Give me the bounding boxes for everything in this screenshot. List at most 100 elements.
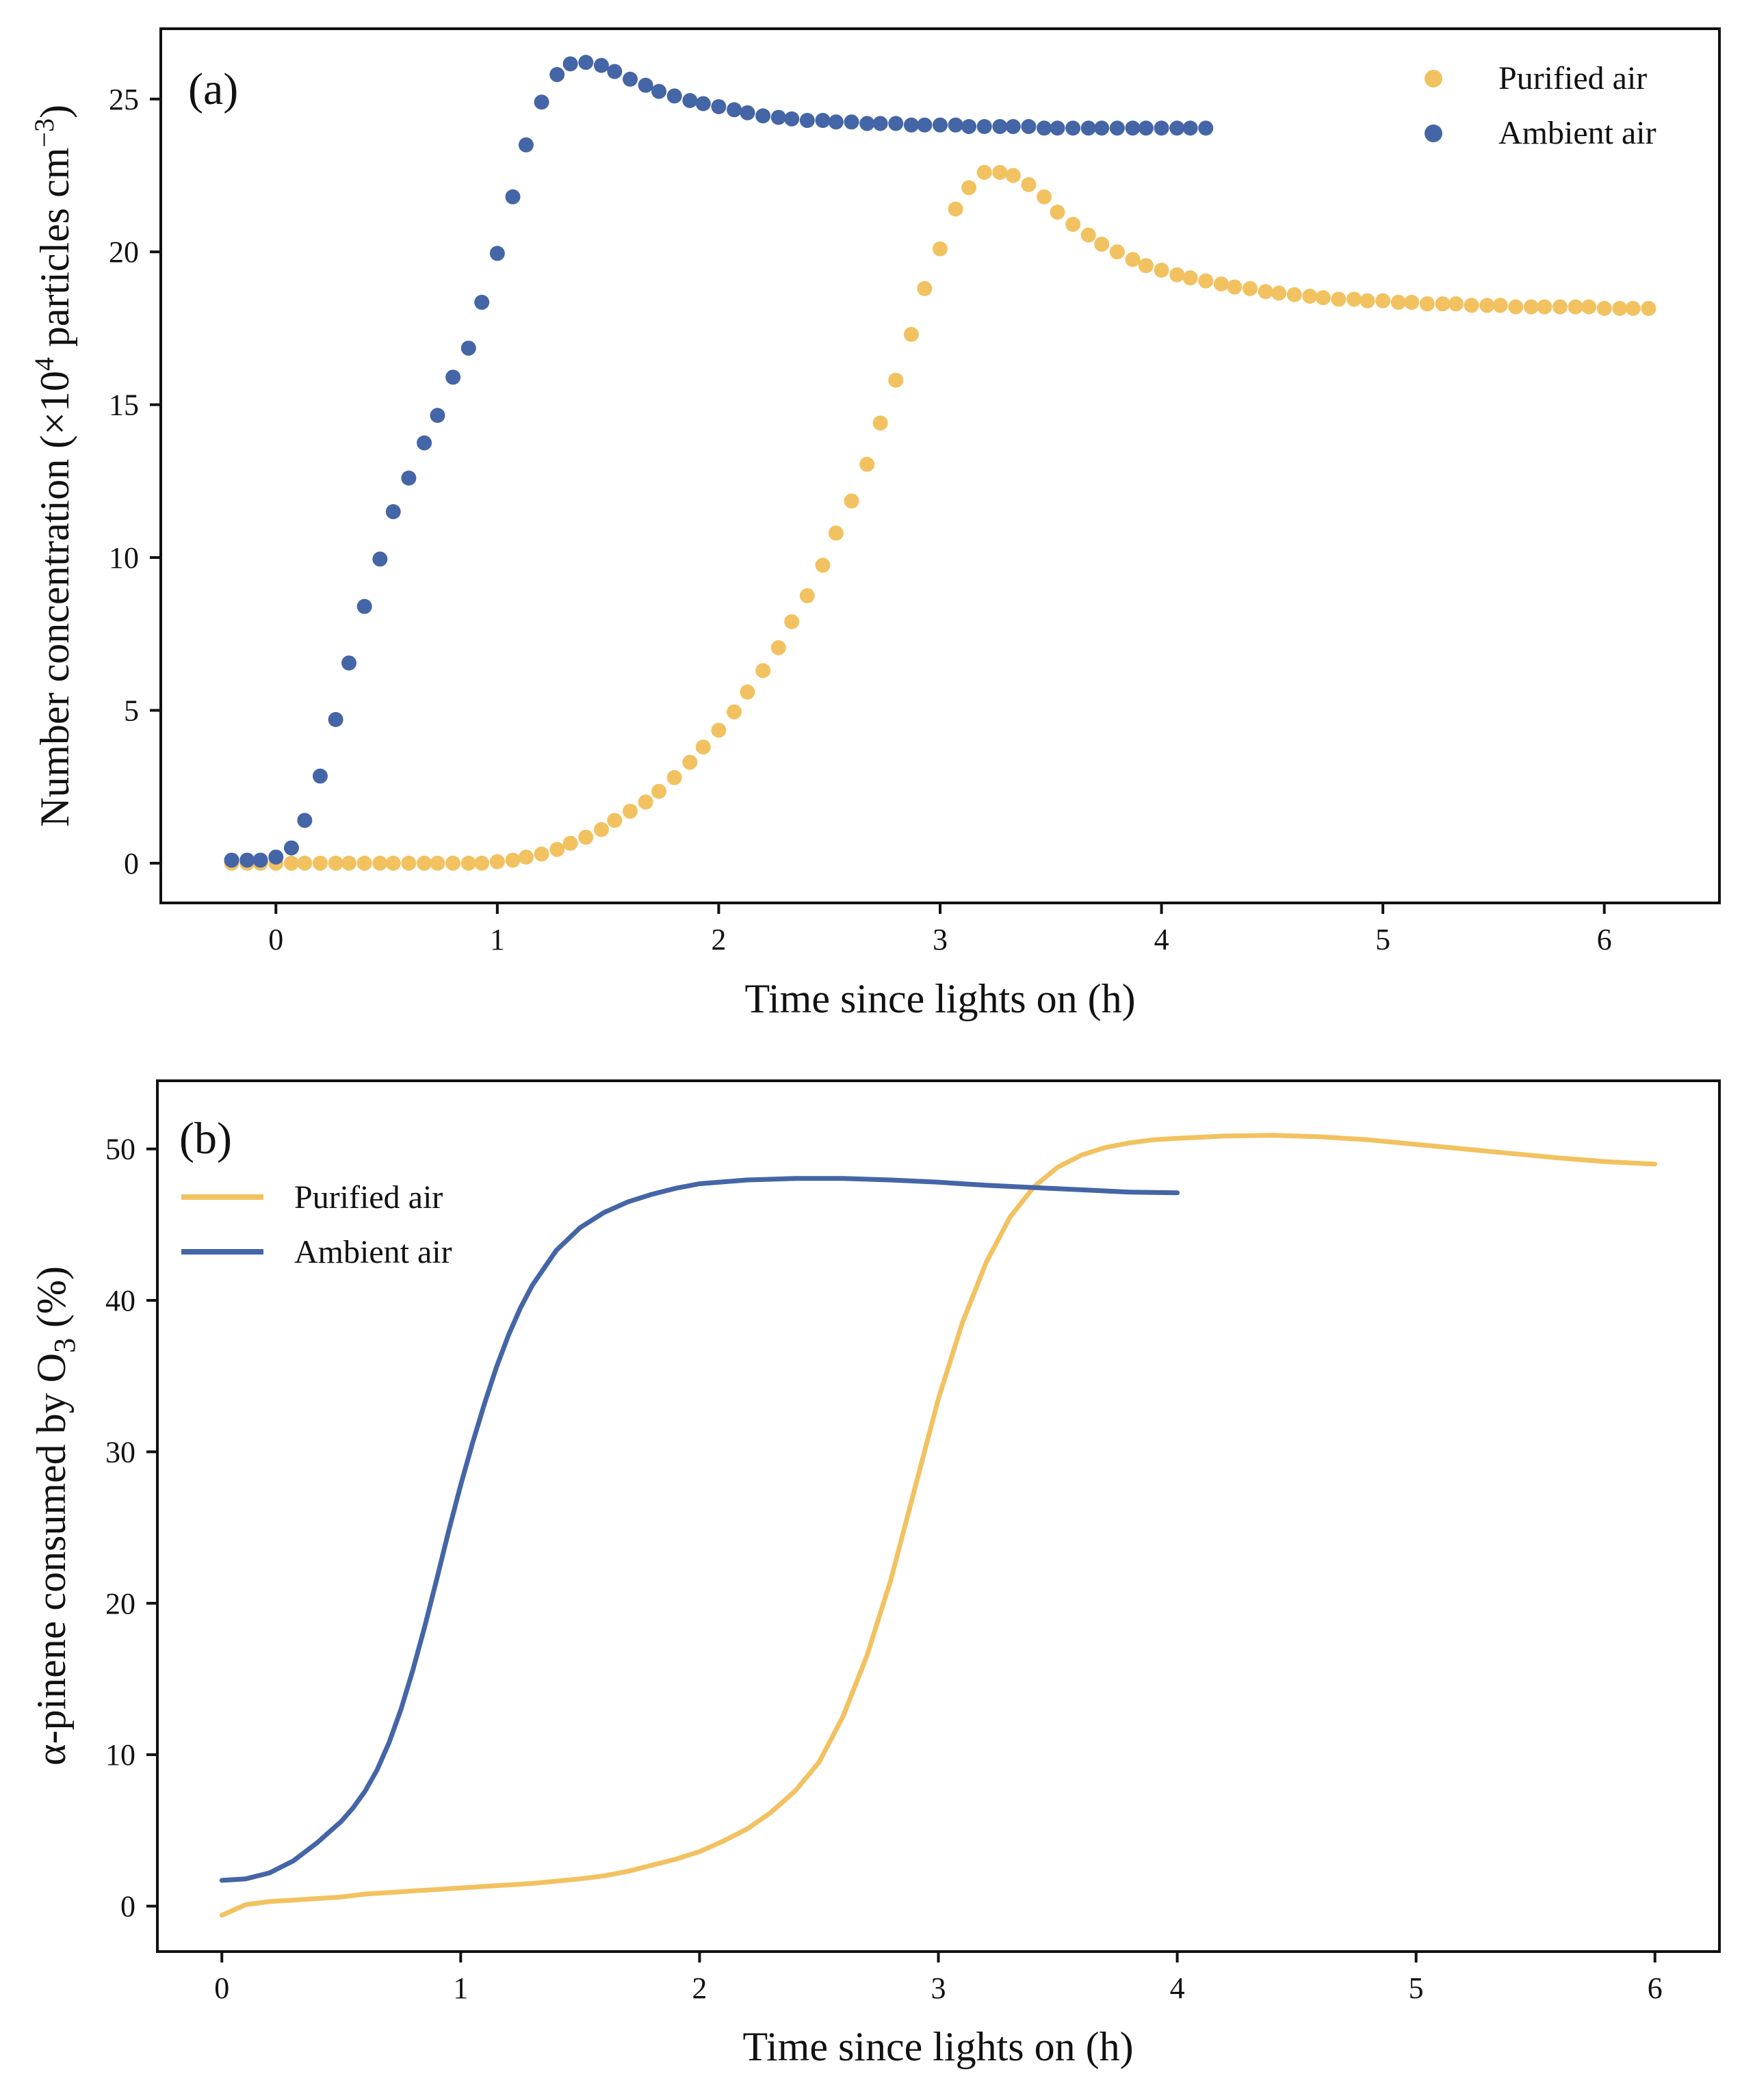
xtick-label: 6 (1648, 1971, 1663, 2005)
data-point (1258, 284, 1273, 300)
panel-b-xlabel: Time since lights on (h) (742, 2024, 1133, 2069)
data-point (1568, 299, 1583, 315)
legend-a-marker-purified (1425, 70, 1442, 88)
data-point (534, 94, 549, 110)
data-point (562, 56, 578, 72)
data-point (933, 117, 948, 133)
series-purified-air (224, 165, 1656, 871)
panel-b-ylabel-pre: α-pinene consumed by O (29, 1353, 74, 1766)
xtick-label: 1 (490, 923, 505, 956)
data-point (1109, 120, 1125, 136)
data-point (297, 813, 313, 828)
data-point (607, 64, 623, 79)
data-point (961, 118, 977, 134)
data-point (1154, 120, 1169, 136)
data-point (770, 640, 786, 655)
data-point (1596, 300, 1612, 316)
data-point (1360, 293, 1375, 309)
panel-a-legend: Purified air Ambient air (1425, 60, 1656, 151)
data-point (518, 137, 534, 153)
data-point (312, 768, 328, 784)
data-point (1612, 300, 1628, 316)
ytick-label: 5 (124, 694, 139, 727)
data-point (903, 326, 919, 342)
data-point (1537, 299, 1552, 315)
xtick-label: 0 (268, 923, 283, 956)
ytick-label: 30 (105, 1435, 135, 1469)
data-point (1302, 288, 1318, 304)
data-point (1005, 118, 1021, 134)
data-point (755, 108, 771, 124)
data-point (844, 114, 859, 130)
data-point (1065, 216, 1081, 232)
data-point (888, 372, 904, 388)
xtick-label: 5 (1375, 923, 1390, 956)
data-point (1213, 276, 1229, 292)
data-point (268, 849, 284, 865)
data-point (518, 849, 534, 865)
data-point (872, 415, 888, 431)
series-line-purified-air (219, 1133, 1658, 1918)
data-point (356, 855, 372, 871)
data-point (1080, 120, 1096, 136)
data-point (828, 114, 844, 130)
data-point (1435, 296, 1451, 312)
data-point (505, 189, 521, 205)
panel-b: 0 1 2 3 4 5 6 0 10 20 30 40 50 (b) Purified air Amb… (29, 1079, 1721, 2069)
data-point (252, 852, 268, 868)
data-point (888, 116, 904, 131)
xtick-label: 2 (692, 1971, 707, 2005)
data-point (1508, 299, 1524, 315)
data-point (1315, 290, 1331, 306)
data-point (578, 55, 594, 70)
data-point (695, 739, 711, 755)
panel-a-ylabel-post: ) (32, 105, 77, 118)
data-point (1094, 120, 1110, 136)
data-point (1154, 263, 1169, 278)
data-point (992, 118, 1008, 134)
data-point (1347, 291, 1362, 307)
series-line-ambient-air (219, 1176, 1180, 1883)
ytick-label: 20 (109, 235, 139, 269)
data-point (755, 663, 771, 679)
data-point (356, 599, 372, 614)
data-point (917, 117, 933, 133)
panel-a-series (224, 55, 1656, 871)
data-point (341, 855, 357, 871)
panel-b-xticks: 0 1 2 3 4 5 6 (214, 1952, 1663, 2005)
data-point (917, 280, 933, 296)
xtick-label: 3 (933, 923, 948, 956)
data-point (1552, 299, 1568, 315)
xtick-label: 0 (214, 1971, 229, 2005)
data-point (417, 435, 432, 451)
data-point (1448, 296, 1464, 312)
data-point (1182, 270, 1198, 286)
data-point (976, 165, 992, 181)
data-point (1198, 273, 1214, 289)
ytick-label: 25 (109, 83, 139, 116)
data-point (1138, 120, 1154, 136)
data-point (297, 855, 313, 871)
panel-a-ylabel-mid: particles cm (32, 148, 77, 358)
data-point (1243, 280, 1258, 296)
panel-a-yticks: 0 5 10 15 20 25 (109, 83, 161, 880)
data-point (784, 614, 800, 629)
data-point (1331, 291, 1347, 307)
data-point (651, 83, 667, 99)
panel-a: 0 1 2 3 4 5 6 0 5 10 15 20 25 (a) Purified air Ambi… (29, 27, 1721, 1021)
data-point (401, 470, 417, 486)
data-point (682, 93, 698, 109)
data-point (372, 551, 388, 567)
ytick-label: 20 (105, 1587, 135, 1620)
panel-a-xlabel: Time since lights on (h) (744, 976, 1135, 1021)
data-point (976, 118, 992, 134)
data-point (401, 855, 417, 871)
panel-b-legend: Purified air Ambient air (181, 1179, 452, 1270)
data-point (474, 294, 490, 310)
data-point (239, 852, 255, 868)
data-point (1625, 300, 1641, 316)
data-point (1523, 299, 1539, 315)
data-point (578, 829, 594, 845)
data-point (1021, 176, 1037, 192)
xtick-label: 3 (931, 1971, 946, 2005)
